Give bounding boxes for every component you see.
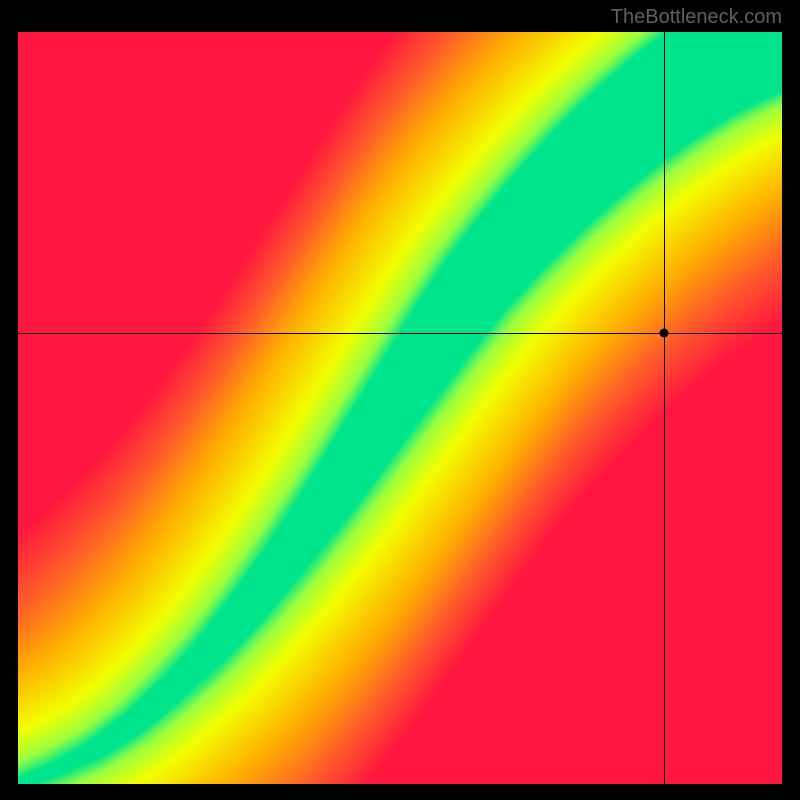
crosshair-vertical xyxy=(664,32,665,784)
watermark-text: TheBottleneck.com xyxy=(611,6,782,29)
heatmap-plot xyxy=(18,32,782,784)
heatmap-canvas xyxy=(18,32,782,784)
crosshair-marker-dot xyxy=(659,328,668,337)
